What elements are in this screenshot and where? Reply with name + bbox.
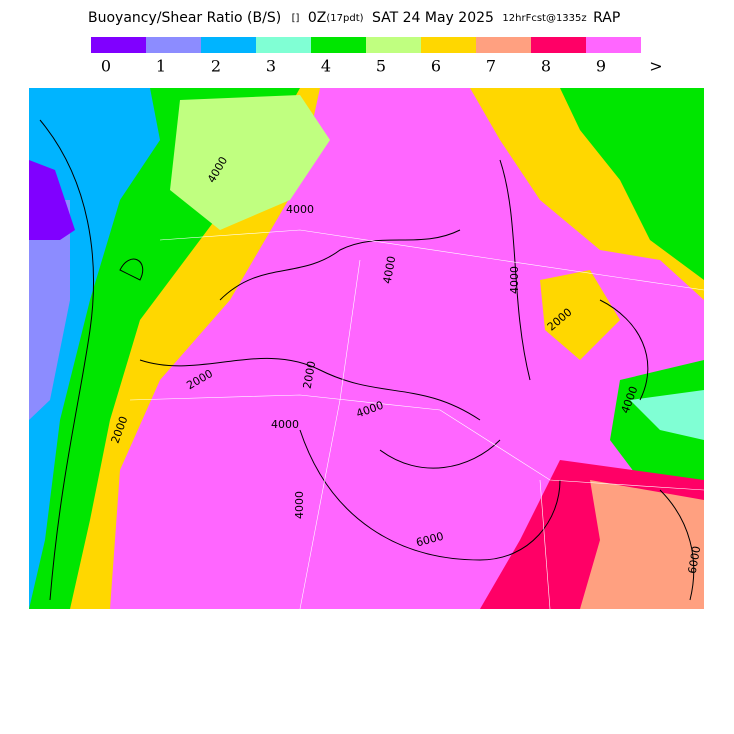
legend-swatch xyxy=(91,37,146,53)
region xyxy=(29,200,70,420)
contour-label: 2000 xyxy=(301,360,319,390)
legend-swatch xyxy=(256,37,311,53)
legend-label: 3 xyxy=(266,57,276,76)
region xyxy=(580,480,704,609)
local-time: (17pdt) xyxy=(326,13,363,24)
legend-label: 1 xyxy=(156,57,166,76)
contour-label: 6000 xyxy=(686,545,704,575)
legend-label: 8 xyxy=(541,57,551,76)
region xyxy=(560,88,704,280)
legend-label: > xyxy=(649,57,662,76)
contour-label: 4000 xyxy=(286,203,314,216)
title: Buoyancy/Shear Ratio (B/S) xyxy=(88,10,281,26)
forecast: 12hrFcst@1335z xyxy=(502,13,586,24)
legend-swatch xyxy=(366,37,421,53)
legend-label: 7 xyxy=(486,57,496,76)
units: [] xyxy=(292,13,300,24)
valid-time: 0Z xyxy=(308,10,327,26)
boundaries xyxy=(129,229,704,609)
legend-swatch xyxy=(201,37,256,53)
legend-swatch xyxy=(586,37,641,53)
legend-swatch xyxy=(421,37,476,53)
date: SAT 24 May 2025 xyxy=(372,10,494,26)
legend: 0 1 2 3 4 5 6 7 8 9 > xyxy=(91,37,663,76)
contour-label: 4000 xyxy=(271,418,299,431)
legend-swatch xyxy=(531,37,586,53)
contour-label: 4000 xyxy=(381,255,399,285)
legend-swatch xyxy=(311,37,366,53)
legend-label: 0 xyxy=(101,57,111,76)
legend-label: 5 xyxy=(376,57,386,76)
legend-label: 4 xyxy=(321,57,331,76)
header: Buoyancy/Shear Ratio (B/S) [] 0Z(17pdt) … xyxy=(88,10,620,26)
contour-label: 4000 xyxy=(508,266,521,294)
legend-label: 2 xyxy=(211,57,221,76)
region xyxy=(540,270,620,360)
legend-label: 9 xyxy=(596,57,606,76)
legend-label: 6 xyxy=(431,57,441,76)
legend-swatch xyxy=(476,37,531,53)
legend-swatch xyxy=(146,37,201,53)
region xyxy=(630,390,704,440)
region xyxy=(170,95,330,230)
contour-label: 4000 xyxy=(293,491,306,519)
region xyxy=(29,160,75,240)
model: RAP xyxy=(593,10,620,26)
